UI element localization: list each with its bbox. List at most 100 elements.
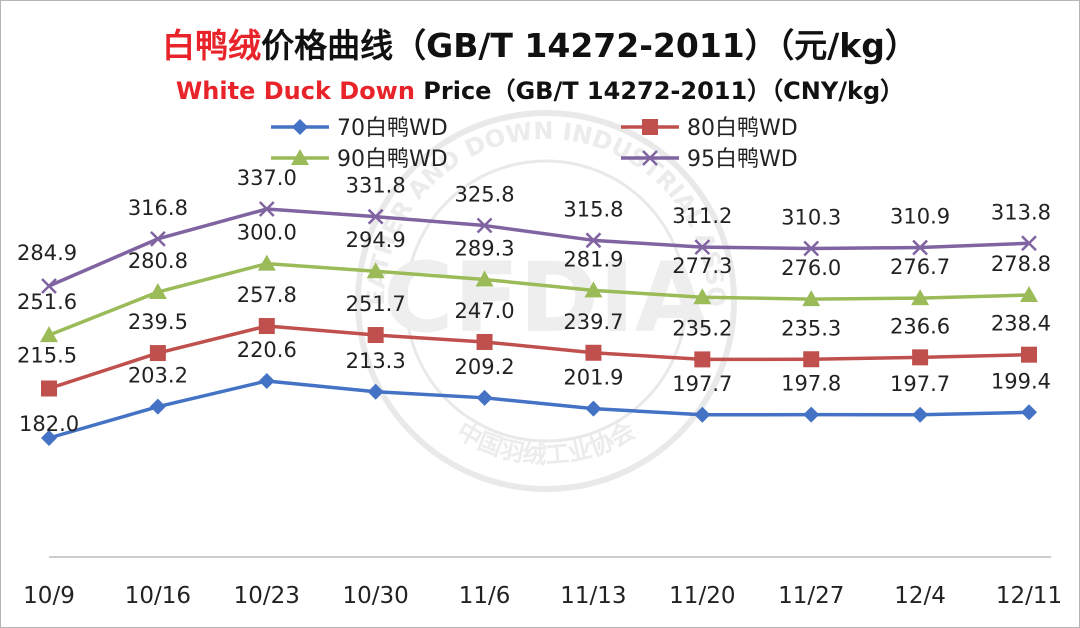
legend-item: 70白鸭WD	[271, 116, 448, 141]
legend-item: 90白鸭WD	[271, 147, 448, 172]
data-point	[41, 278, 57, 294]
chart-title-red: 白鸭绒	[162, 26, 261, 65]
data-point	[41, 430, 57, 446]
data-point	[367, 208, 384, 225]
data-point	[150, 230, 166, 247]
series-line	[48, 379, 1030, 440]
legend-label: 70白鸭WD	[337, 116, 448, 141]
chart-subtitle-red: White Duck Down	[176, 77, 415, 105]
data-label: 315.8	[563, 197, 623, 221]
data-point	[694, 351, 711, 368]
seal-logo-text: CFDIA	[383, 242, 709, 354]
data-label: 325.8	[454, 183, 514, 207]
legend-marker	[291, 149, 309, 165]
data-label: 220.6	[237, 338, 297, 362]
legend-label: 90白鸭WD	[337, 147, 448, 172]
data-point	[257, 254, 276, 271]
x-tick-label: 10/30	[343, 583, 409, 609]
data-point	[258, 372, 275, 389]
data-point	[802, 290, 821, 307]
data-label: 311.2	[672, 204, 732, 228]
x-tick-label: 10/9	[23, 583, 75, 609]
data-point	[149, 345, 166, 362]
chart-title: 白鸭绒价格曲线（GB/T 14272-2011）（元/kg）	[162, 26, 918, 65]
data-label: 310.3	[781, 205, 841, 229]
data-label: 239.7	[563, 310, 623, 334]
x-tick-label: 10/23	[234, 583, 300, 609]
data-point	[476, 333, 493, 350]
data-label: 239.5	[128, 310, 188, 334]
data-point	[149, 398, 166, 415]
data-label: 257.8	[237, 283, 297, 307]
data-point	[694, 406, 711, 423]
data-label: 277.3	[672, 254, 732, 278]
series-layer	[40, 201, 1038, 446]
data-label: 215.5	[17, 344, 77, 368]
legend-label: 80白鸭WD	[687, 116, 798, 141]
chart-subtitle: White Duck Down Price（GB/T 14272-2011）（C…	[176, 77, 904, 105]
data-point	[475, 270, 494, 287]
legend-label: 95白鸭WD	[687, 147, 798, 172]
data-point	[585, 400, 602, 417]
data-label: 235.2	[672, 316, 732, 340]
data-label: 251.6	[17, 290, 77, 314]
data-label: 199.4	[991, 369, 1051, 393]
data-label: 235.3	[781, 316, 841, 340]
series-line	[48, 324, 1030, 391]
data-label: 313.8	[991, 200, 1051, 224]
legend-marker	[642, 150, 658, 166]
data-point	[803, 406, 820, 423]
data-point	[803, 351, 820, 368]
x-tick-label: 12/11	[996, 583, 1062, 609]
data-point	[40, 326, 58, 343]
chart-title-rest: 价格曲线（GB/T 14272-2011）（元/kg）	[261, 26, 918, 65]
data-label: 300.0	[237, 221, 297, 245]
x-axis-ticks: 10/9 10/16 10/23 10/30 11/6 11/13 11/20 11/27 12…	[23, 583, 1062, 609]
legend-marker	[642, 119, 658, 135]
data-label: 278.8	[991, 252, 1051, 276]
series-line	[48, 207, 1030, 288]
data-point	[585, 344, 602, 361]
seal-outer-ring	[355, 110, 737, 492]
data-point	[1021, 404, 1037, 421]
data-label: 276.7	[890, 255, 950, 279]
data-point	[367, 383, 384, 400]
data-label: 310.9	[890, 205, 950, 229]
data-label: 182.0	[19, 412, 79, 436]
data-label: 213.3	[346, 349, 406, 373]
data-label: 337.0	[237, 166, 297, 190]
x-tick-label: 11/27	[778, 583, 844, 609]
data-label: 281.9	[563, 247, 623, 271]
data-point	[585, 232, 602, 249]
seal-inner-ring	[404, 159, 688, 443]
x-tick-label: 11/6	[459, 583, 511, 609]
data-label: 289.3	[454, 236, 514, 260]
data-point	[912, 349, 929, 366]
data-label: 201.9	[563, 366, 623, 390]
data-point	[148, 283, 167, 300]
data-label: 276.0	[781, 256, 841, 280]
x-tick-label: 11/20	[669, 583, 735, 609]
data-point	[1021, 346, 1037, 363]
x-tick-label: 12/4	[894, 583, 946, 609]
data-label: 209.2	[454, 355, 514, 379]
data-point	[912, 239, 928, 256]
data-label: 284.9	[17, 241, 77, 265]
data-labels-layer: 182.0 203.2 220.6 213.3 209.2 201.9 197.7 197.8…	[17, 166, 1051, 436]
data-label: 203.2	[128, 364, 188, 388]
legend: 70白鸭WD 80白鸭WD 90白鸭WD 95白鸭WD	[271, 116, 798, 172]
data-label: 316.8	[128, 196, 188, 220]
data-point	[584, 281, 603, 298]
data-label: 197.8	[781, 372, 841, 396]
data-point	[41, 380, 57, 397]
data-point	[476, 217, 493, 234]
data-point	[366, 262, 385, 279]
data-label: 251.7	[346, 292, 406, 316]
x-tick-label: 10/16	[125, 583, 191, 609]
x-tick-label: 11/13	[560, 583, 626, 609]
legend-item: 95白鸭WD	[621, 147, 798, 172]
series-line	[48, 261, 1030, 337]
data-point	[476, 389, 493, 406]
